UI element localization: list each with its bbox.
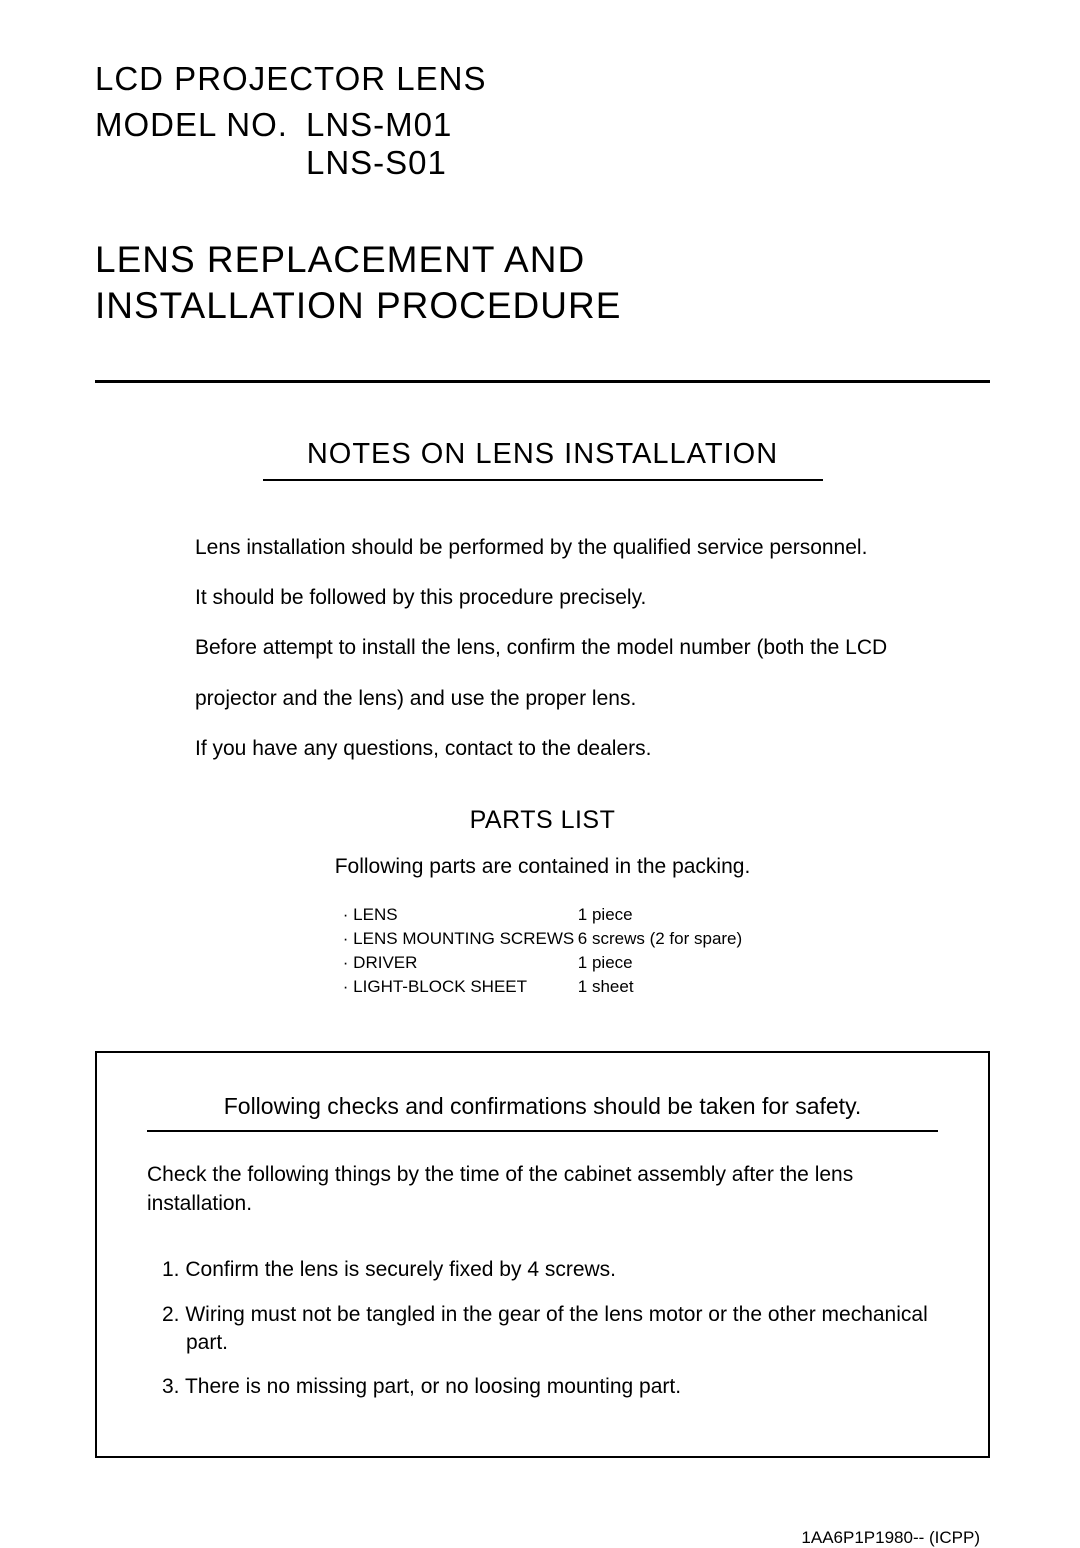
parts-row-name-2: · LENS MOUNTING SCREWS	[343, 927, 578, 951]
divider-main	[95, 380, 990, 383]
parts-col-names: · LENS · LENS MOUNTING SCREWS · DRIVER ·…	[343, 903, 578, 998]
notes-para-3: Before attempt to install the lens, conf…	[195, 623, 950, 673]
parts-row-name-3: · DRIVER	[343, 951, 578, 975]
notes-para-4: projector and the lens) and use the prop…	[195, 674, 950, 724]
parts-table: · LENS · LENS MOUNTING SCREWS · DRIVER ·…	[95, 903, 990, 998]
notes-underline	[263, 479, 823, 481]
footer-code: 1AA6P1P1980-- (ICPP)	[95, 1528, 990, 1548]
safety-item-1: 1. Confirm the lens is securely fixed by…	[162, 1256, 938, 1284]
parts-row-name-4: · LIGHT-BLOCK SHEET	[343, 975, 578, 999]
model-line: MODEL NO. LNS-M01 LNS-S01	[95, 106, 990, 182]
parts-intro: Following parts are contained in the pac…	[95, 855, 990, 879]
parts-section: PARTS LIST Following parts are contained…	[95, 806, 990, 998]
model-label: MODEL NO.	[95, 106, 288, 182]
notes-body: Lens installation should be performed by…	[195, 523, 950, 775]
safety-item-3: 3. There is no missing part, or no loosi…	[162, 1373, 938, 1401]
safety-underline	[147, 1130, 938, 1132]
notes-para-1: Lens installation should be performed by…	[195, 523, 950, 573]
model-number-2: LNS-S01	[306, 144, 452, 182]
notes-section: NOTES ON LENS INSTALLATION Lens installa…	[95, 438, 990, 775]
parts-title: PARTS LIST	[95, 806, 990, 835]
procedure-title-line1: LENS REPLACEMENT AND	[95, 237, 990, 283]
header-section: LCD PROJECTOR LENS MODEL NO. LNS-M01 LNS…	[95, 60, 990, 330]
procedure-title-line2: INSTALLATION PROCEDURE	[95, 283, 990, 329]
model-number-1: LNS-M01	[306, 106, 452, 144]
main-title: LCD PROJECTOR LENS	[95, 60, 990, 98]
parts-row-qty-1: 1 piece	[578, 903, 742, 927]
safety-item-2: 2. Wiring must not be tangled in the gea…	[162, 1301, 938, 1358]
parts-col-qty: 1 piece 6 screws (2 for spare) 1 piece 1…	[578, 903, 742, 998]
safety-intro: Check the following things by the time o…	[147, 1160, 938, 1219]
model-numbers: LNS-M01 LNS-S01	[306, 106, 452, 182]
notes-para-2: It should be followed by this procedure …	[195, 573, 950, 623]
parts-row-qty-4: 1 sheet	[578, 975, 742, 999]
parts-row-qty-2: 6 screws (2 for spare)	[578, 927, 742, 951]
notes-title: NOTES ON LENS INSTALLATION	[95, 438, 990, 471]
parts-row-name-1: · LENS	[343, 903, 578, 927]
procedure-title: LENS REPLACEMENT AND INSTALLATION PROCED…	[95, 237, 990, 330]
parts-row-qty-3: 1 piece	[578, 951, 742, 975]
notes-para-5: If you have any questions, contact to th…	[195, 724, 950, 774]
safety-title: Following checks and confirmations shoul…	[147, 1093, 938, 1120]
safety-box: Following checks and confirmations shoul…	[95, 1051, 990, 1458]
safety-list: 1. Confirm the lens is securely fixed by…	[147, 1256, 938, 1401]
